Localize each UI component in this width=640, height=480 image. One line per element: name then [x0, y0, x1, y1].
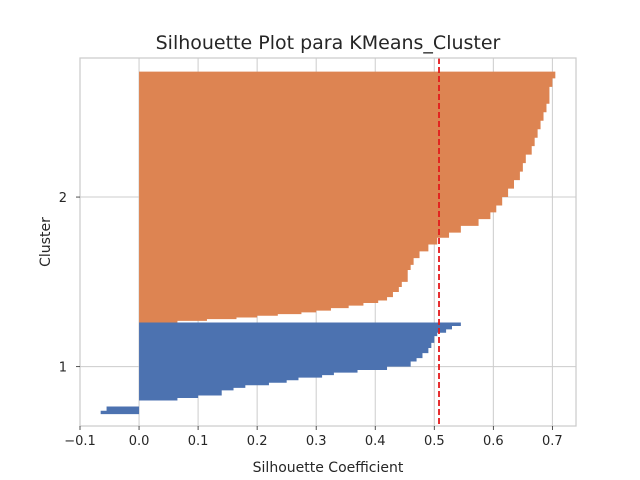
x-tick-label: 0.5: [424, 434, 445, 449]
x-tick-label: 0.6: [483, 434, 504, 449]
x-axis-label: Silhouette Coefficient: [253, 460, 404, 476]
cluster-1-silhouette: [100, 322, 461, 415]
y-tick-labels: 12: [59, 191, 80, 376]
y-tick-label: 2: [59, 191, 67, 206]
x-tick-label: 0.0: [129, 434, 150, 449]
cluster-2-silhouette: [139, 71, 556, 323]
x-tick-label: 0.7: [542, 434, 563, 449]
silhouette-bars: [100, 71, 556, 415]
x-tick-label: −0.1: [64, 434, 96, 449]
y-axis-label: Cluster: [38, 217, 54, 267]
x-tick-label: 0.2: [247, 434, 268, 449]
plot-frame: [79, 57, 577, 427]
chart-title: Silhouette Plot para KMeans_Cluster: [156, 32, 501, 54]
x-tick-label: 0.1: [188, 434, 209, 449]
x-tick-label: 0.4: [365, 434, 386, 449]
x-tick-labels: −0.1 0.0 0.1 0.2 0.3 0.4 0.5 0.6 0.7: [64, 426, 563, 449]
y-tick-label: 1: [59, 361, 67, 376]
x-tick-label: 0.3: [306, 434, 327, 449]
